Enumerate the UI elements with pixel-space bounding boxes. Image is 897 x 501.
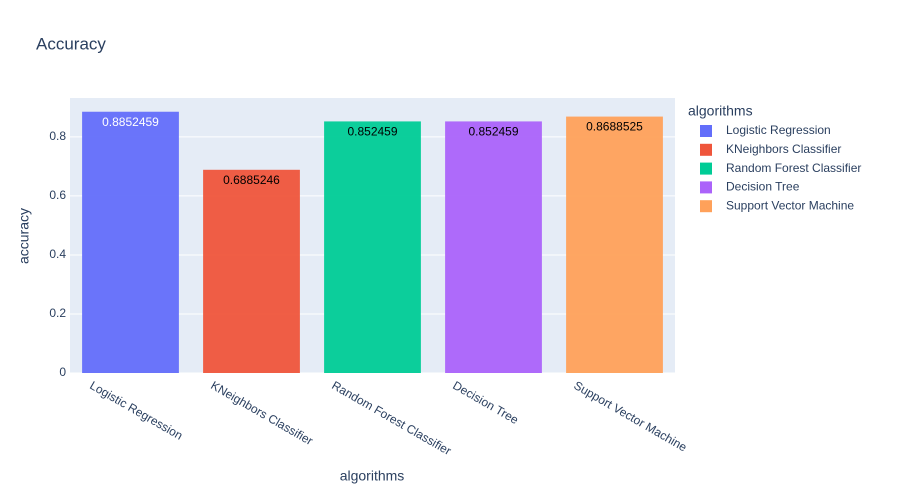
legend-label: KNeighbors Classifier [726, 142, 841, 156]
x-tick-label: KNeighbors Classifier [208, 378, 315, 448]
y-tick-label: 0 [59, 365, 66, 379]
legend-swatch [700, 162, 712, 175]
x-tick-label: Logistic Regression [87, 378, 185, 442]
y-tick-label: 0.4 [49, 247, 66, 261]
x-tick-label: Decision Tree [450, 378, 521, 427]
value-label: 0.8688525 [586, 120, 643, 134]
legend: Logistic Regression KNeighbors Classifier… [700, 123, 861, 212]
legend-swatch [700, 181, 712, 194]
bar [82, 111, 179, 373]
legend-label: Support Vector Machine [726, 198, 854, 212]
legend-title: algorithms [688, 103, 753, 119]
x-tick-label: Random Forest Classifier [329, 378, 453, 458]
y-tick-label: 0.6 [49, 188, 66, 202]
legend-label: Decision Tree [726, 180, 800, 194]
bar [445, 121, 542, 373]
value-label: 0.852459 [468, 125, 518, 139]
legend-swatch [700, 143, 712, 156]
x-axis-title: algorithms [340, 468, 405, 484]
legend-label: Logistic Regression [726, 123, 831, 137]
y-tick-label: 0.2 [49, 306, 66, 320]
y-tick-label: 0.8 [49, 129, 66, 143]
chart-title: Accuracy [36, 34, 106, 53]
y-axis-title: accuracy [16, 208, 32, 264]
value-label: 0.852459 [347, 125, 397, 139]
bar [566, 116, 663, 374]
bar [203, 169, 300, 373]
value-label: 0.8852459 [102, 115, 159, 129]
legend-swatch [700, 200, 712, 213]
value-label: 0.6885246 [223, 173, 280, 187]
legend-swatch [700, 125, 712, 137]
legend-label: Random Forest Classifier [726, 161, 861, 175]
x-tick-label: Support Vector Machine [571, 378, 689, 454]
bar [324, 121, 421, 373]
